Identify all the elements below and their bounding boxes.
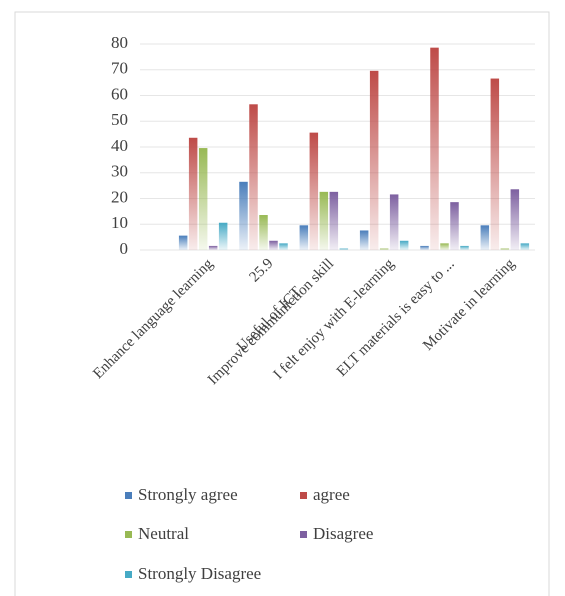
bar bbox=[279, 243, 288, 250]
y-tick-label: 10 bbox=[111, 213, 128, 232]
bar bbox=[269, 240, 278, 250]
x-tick-label: Enhance language learning bbox=[90, 256, 217, 383]
y-tick-label: 70 bbox=[111, 59, 128, 78]
x-tick-label: Improve communiction skill bbox=[205, 256, 337, 388]
bar bbox=[249, 104, 258, 250]
y-tick-label: 0 bbox=[120, 239, 129, 258]
bar bbox=[440, 243, 449, 250]
bar bbox=[480, 225, 490, 250]
legend-label: Strongly Disagree bbox=[138, 564, 261, 583]
bar bbox=[188, 137, 198, 250]
bar bbox=[450, 202, 459, 250]
bar bbox=[500, 248, 510, 250]
legend-swatch bbox=[125, 492, 132, 499]
legend-swatch bbox=[300, 531, 307, 538]
bar bbox=[208, 245, 218, 250]
legend-swatch bbox=[125, 571, 132, 578]
y-tick-label: 40 bbox=[111, 136, 128, 155]
legend-label: Neutral bbox=[138, 524, 189, 543]
y-tick-label: 80 bbox=[111, 33, 128, 52]
x-tick-label: ELT materials is easy to ... bbox=[334, 256, 458, 380]
bar bbox=[259, 215, 268, 250]
bar bbox=[379, 248, 389, 250]
x-tick-label-line: 25.9 bbox=[247, 256, 277, 286]
bar bbox=[520, 243, 530, 250]
bar bbox=[420, 245, 429, 250]
bar bbox=[490, 78, 500, 250]
chart-frame bbox=[14, 11, 550, 596]
bar bbox=[319, 191, 329, 250]
bar bbox=[178, 235, 188, 250]
legend-label: Strongly agree bbox=[138, 485, 238, 504]
y-tick-label: 50 bbox=[111, 110, 128, 129]
legend-swatch bbox=[300, 492, 307, 499]
y-tick-label: 20 bbox=[111, 187, 128, 206]
bar bbox=[399, 240, 409, 250]
legend-swatch bbox=[125, 531, 132, 538]
bar bbox=[198, 148, 208, 250]
bar bbox=[239, 181, 248, 250]
bar bbox=[369, 70, 379, 250]
bar bbox=[218, 222, 228, 250]
x-tick-label: I felt enjoy with E-learning bbox=[271, 256, 398, 383]
bar bbox=[460, 245, 469, 250]
bar bbox=[309, 132, 319, 250]
bar bbox=[299, 225, 309, 250]
legend-label: agree bbox=[313, 485, 350, 504]
bar bbox=[389, 194, 399, 250]
bar bbox=[359, 230, 369, 250]
bar bbox=[339, 248, 349, 250]
y-tick-label: 60 bbox=[111, 84, 128, 103]
bar bbox=[430, 47, 439, 251]
bar bbox=[510, 189, 520, 250]
legend-label: Disagree bbox=[313, 524, 373, 543]
bar bbox=[329, 191, 339, 250]
y-tick-label: 30 bbox=[111, 162, 128, 181]
